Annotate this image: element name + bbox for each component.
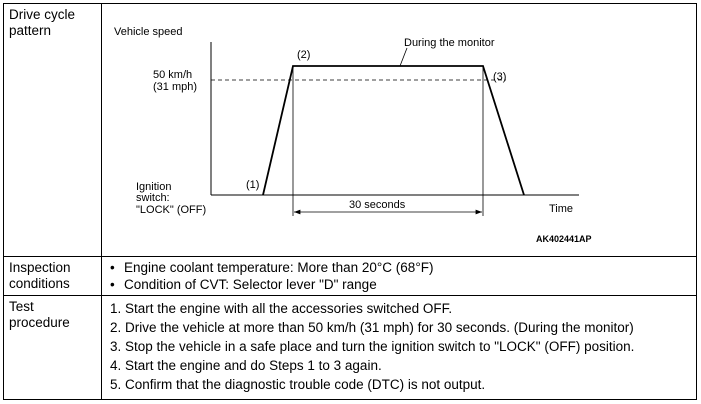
drive-cycle-diagram: Vehicle speed Time 50 km/h (31 mph) Igni…: [114, 26, 592, 244]
test-step: 4. Start the engine and do Steps 1 to 3 …: [110, 358, 382, 373]
inspection-label-line2: conditions: [9, 276, 70, 291]
test-step: 5. Confirm that the diagnostic trouble c…: [110, 377, 486, 392]
test-procedure-label-cell: Test procedure: [3, 295, 102, 400]
inspection-condition-item: Condition of CVT: Selector lever "D" ran…: [110, 277, 696, 294]
inspection-condition-item: Engine coolant temperature: More than 20…: [110, 260, 696, 277]
inspection-label-cell: Inspection conditions: [3, 256, 102, 296]
drive-cycle-table: Drive cycle pattern: [3, 3, 697, 400]
speed-label-kmh: 50 km/h: [153, 69, 192, 81]
monitor-leader-line: [399, 47, 408, 67]
inspection-conditions-list: Engine coolant temperature: More than 20…: [102, 257, 696, 293]
x-axis-label: Time: [549, 203, 573, 215]
drive-cycle-label-cell: Drive cycle pattern: [3, 3, 102, 257]
test-label-line2: procedure: [9, 315, 70, 330]
ignition-label-line1: Ignition: [136, 181, 171, 193]
test-procedure-steps: 1. Start the engine with all the accesso…: [102, 296, 696, 394]
inspection-label-line1: Inspection: [9, 260, 71, 275]
speed-profile-line: [262, 65, 525, 196]
inspection-conditions-cell: Engine coolant temperature: More than 20…: [101, 256, 697, 296]
duration-label: 30 seconds: [349, 199, 406, 211]
y-axis-label: Vehicle speed: [114, 26, 183, 38]
ignition-label-line3: "LOCK" (OFF): [136, 204, 206, 216]
point-3-label: (3): [493, 71, 506, 83]
ignition-label-line2: switch:: [136, 192, 170, 204]
figure-code: AK402441AP: [536, 234, 592, 244]
speed-label-mph: (31 mph): [153, 81, 197, 93]
test-procedure-cell: 1. Start the engine with all the accesso…: [101, 295, 697, 400]
monitor-label: During the monitor: [404, 37, 495, 49]
test-step: 2. Drive the vehicle at more than 50 km/…: [110, 320, 634, 335]
test-label-line1: Test: [9, 299, 34, 314]
drive-cycle-diagram-cell: Vehicle speed Time 50 km/h (31 mph) Igni…: [101, 3, 697, 257]
point-1-label: (1): [246, 179, 259, 191]
drive-cycle-label-line2: pattern: [9, 23, 52, 38]
test-step: 1. Start the engine with all the accesso…: [110, 301, 453, 316]
drive-cycle-label-line1: Drive cycle: [9, 7, 76, 22]
point-2-label: (2): [297, 49, 310, 61]
test-step: 3. Stop the vehicle in a safe place and …: [110, 339, 635, 354]
